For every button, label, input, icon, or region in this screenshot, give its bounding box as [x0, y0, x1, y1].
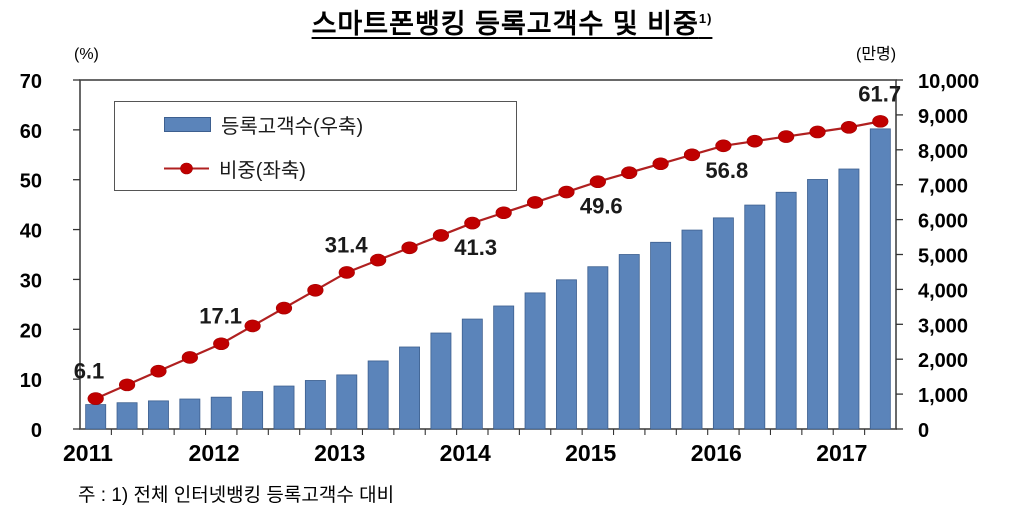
svg-text:0: 0	[918, 420, 929, 442]
svg-text:9,000: 9,000	[918, 106, 968, 128]
svg-text:10,000: 10,000	[918, 71, 979, 93]
svg-text:50: 50	[20, 171, 42, 193]
svg-text:2,000: 2,000	[918, 350, 968, 372]
svg-text:20: 20	[20, 320, 42, 342]
svg-text:8,000: 8,000	[918, 141, 968, 163]
svg-text:70: 70	[20, 71, 42, 93]
svg-text:61.7: 61.7	[858, 81, 901, 106]
svg-text:2015: 2015	[565, 440, 616, 466]
svg-text:2017: 2017	[816, 440, 867, 466]
svg-text:41.3: 41.3	[454, 235, 497, 260]
svg-text:5,000: 5,000	[918, 246, 968, 268]
svg-text:60: 60	[20, 121, 42, 143]
svg-text:6.1: 6.1	[74, 359, 105, 384]
svg-text:2011: 2011	[63, 440, 113, 466]
svg-text:10: 10	[20, 370, 42, 392]
svg-text:49.6: 49.6	[580, 194, 623, 219]
svg-text:6,000: 6,000	[918, 211, 968, 233]
svg-text:40: 40	[20, 221, 42, 243]
svg-text:31.4: 31.4	[325, 232, 369, 257]
svg-text:1,000: 1,000	[918, 385, 968, 407]
svg-text:7,000: 7,000	[918, 176, 968, 198]
svg-text:30: 30	[20, 270, 42, 292]
svg-text:2014: 2014	[440, 440, 491, 466]
svg-text:0: 0	[31, 420, 42, 442]
svg-text:3,000: 3,000	[918, 315, 968, 337]
svg-text:56.8: 56.8	[705, 158, 748, 183]
svg-text:2012: 2012	[189, 440, 240, 466]
svg-text:4,000: 4,000	[918, 280, 968, 302]
svg-text:2013: 2013	[314, 440, 365, 466]
svg-text:17.1: 17.1	[199, 304, 242, 329]
svg-text:2016: 2016	[691, 440, 742, 466]
